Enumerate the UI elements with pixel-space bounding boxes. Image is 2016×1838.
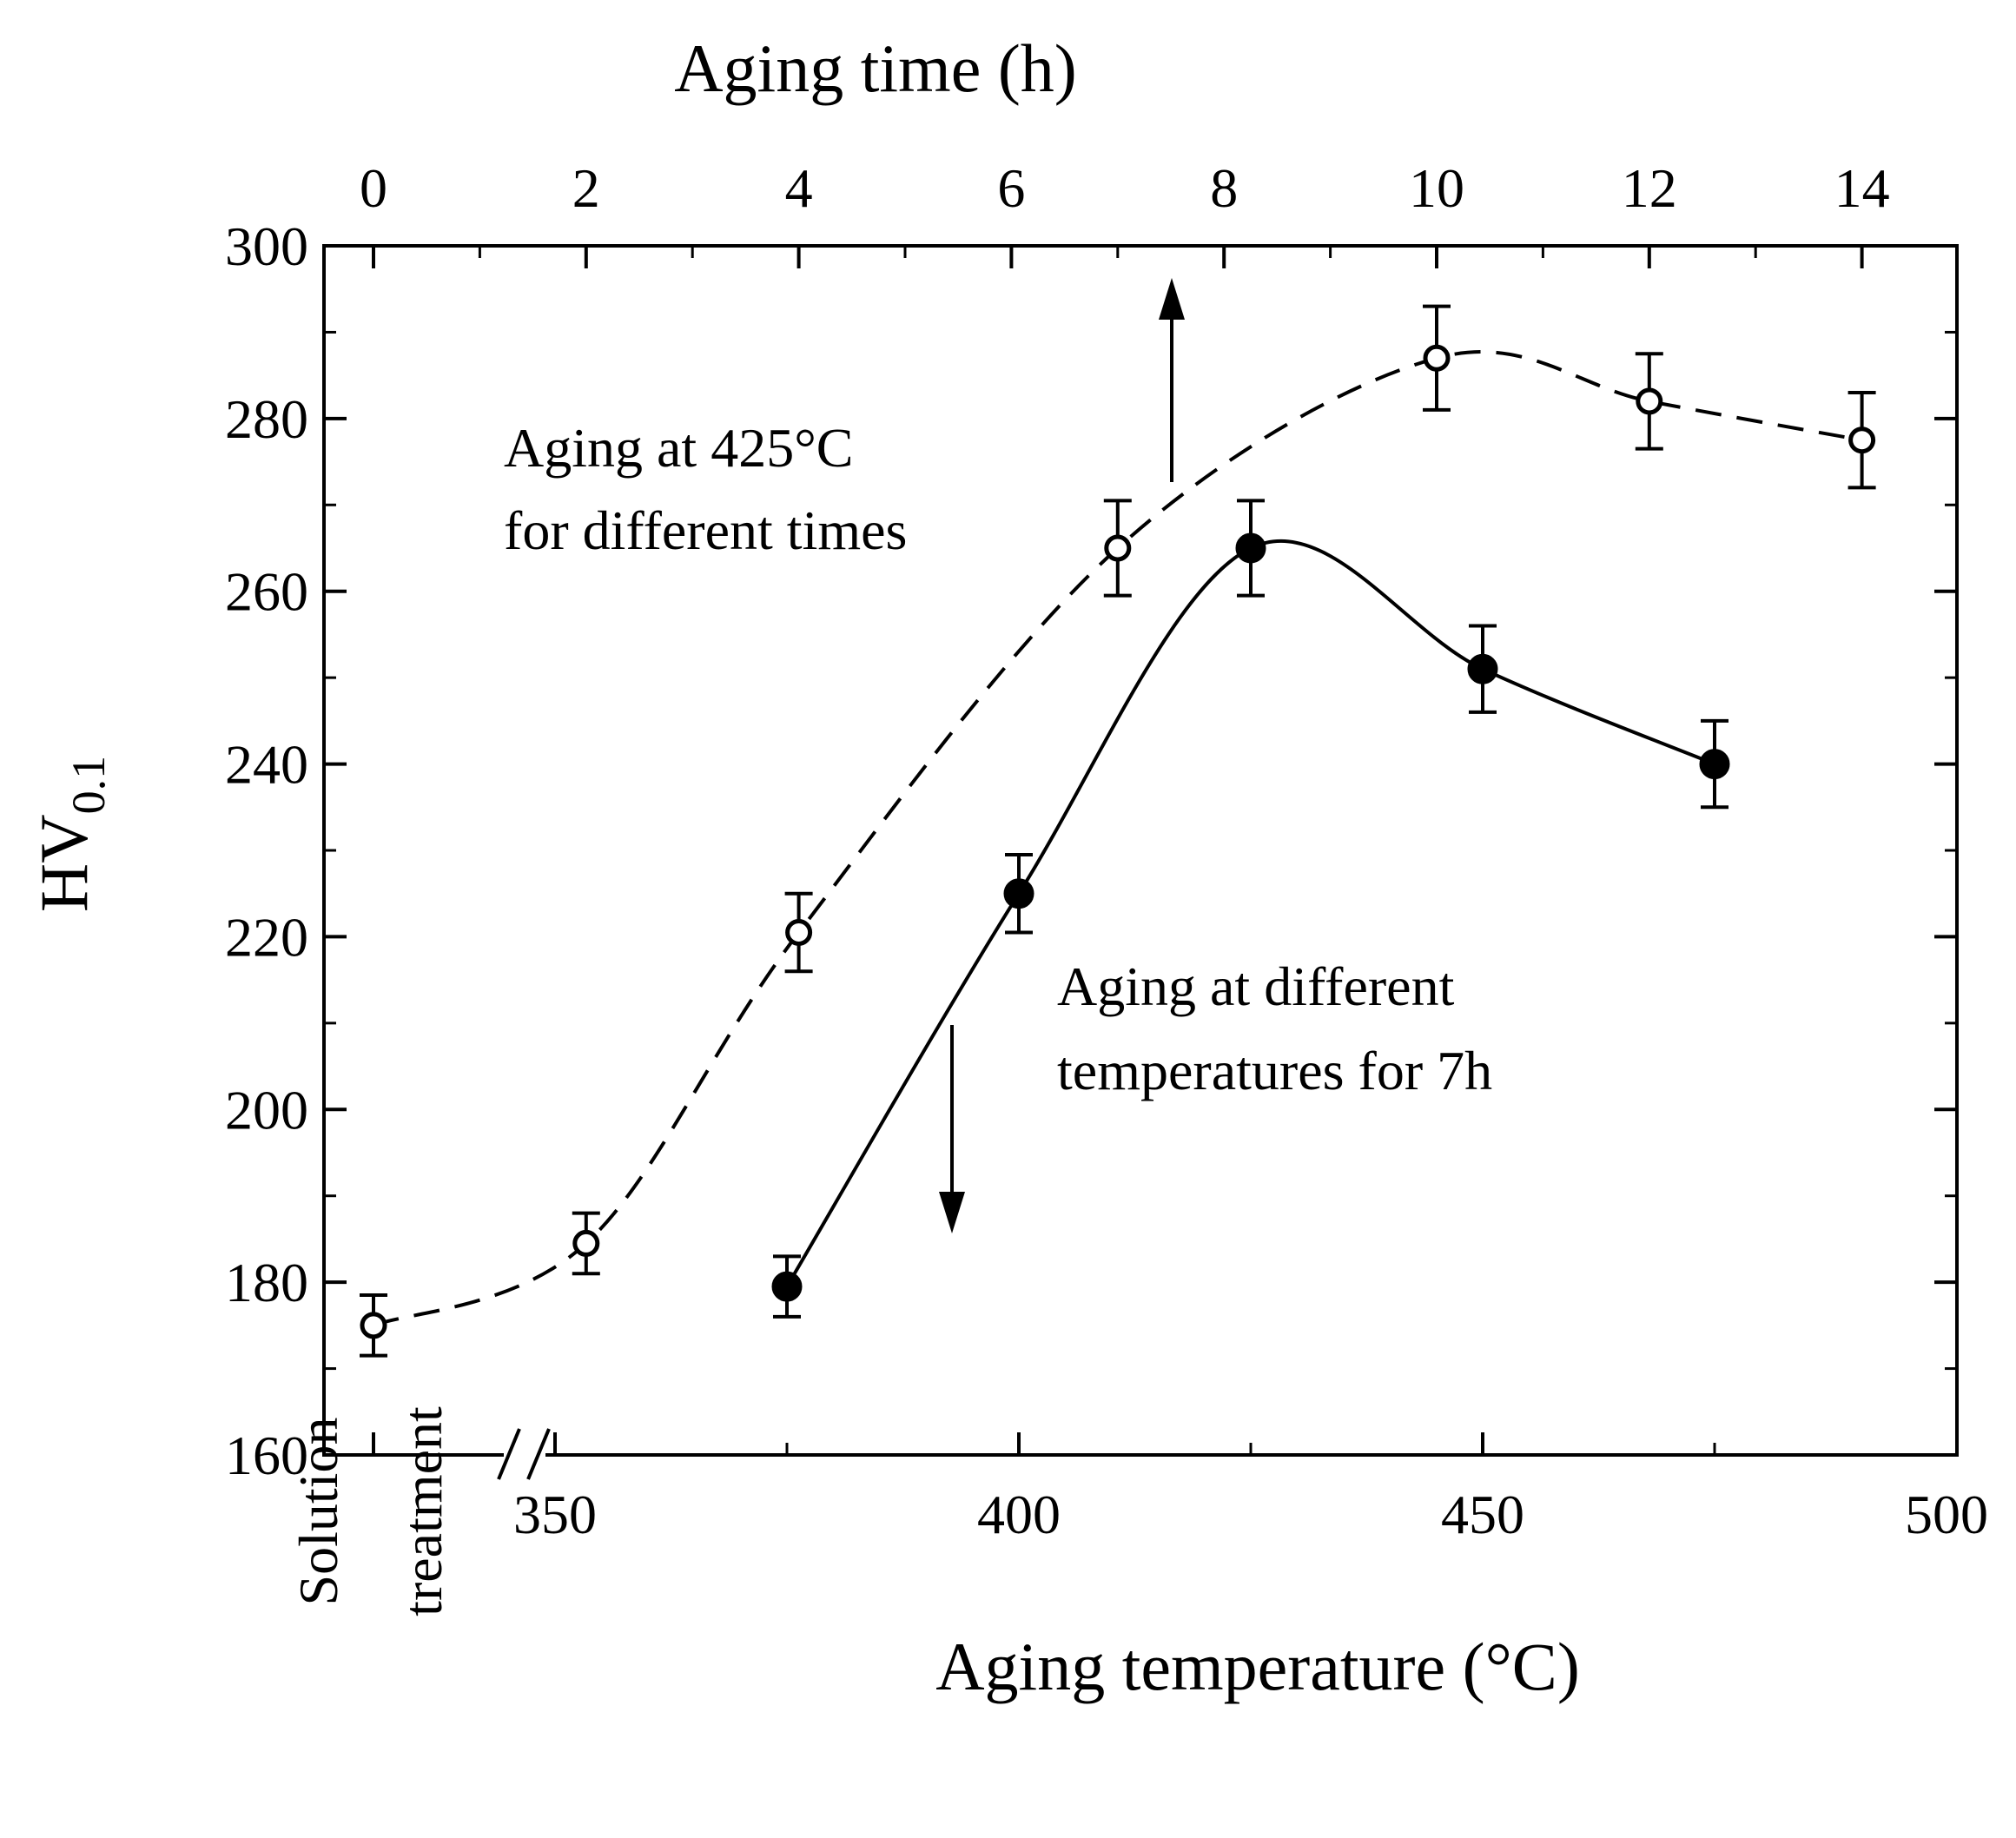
annotation-bottom-series-line2: temperatures for 7h: [1057, 1040, 1492, 1101]
bottom-tick-label: 350: [513, 1484, 597, 1545]
y-axis-subscript: 0.1: [63, 756, 115, 815]
series-1-curve: [373, 350, 1862, 1327]
filled-circle-point: [771, 1271, 803, 1302]
top-tick-label: 14: [1834, 157, 1890, 219]
y-axis-title: HV0.1: [26, 756, 115, 912]
top-axis-title: Aging time (h): [674, 30, 1077, 106]
top-tick-label: 10: [1409, 157, 1464, 219]
y-tick-label: 180: [225, 1252, 308, 1313]
top-tick-label: 2: [572, 157, 600, 219]
open-circle-point: [785, 918, 813, 946]
annotation-top-series-line2: for different times: [504, 499, 907, 561]
filled-circle-point: [1235, 532, 1266, 564]
top-tick-label: 8: [1210, 157, 1238, 219]
bottom-tick-label: 450: [1441, 1484, 1524, 1545]
open-circle-point: [1104, 534, 1132, 562]
y-tick-label: 220: [225, 906, 308, 968]
axis-break-mark: [526, 1428, 551, 1480]
annotation-top-series-line1: Aging at 425°C: [504, 417, 853, 479]
top-tick-label: 6: [997, 157, 1025, 219]
annotation-bottom-series-line1: Aging at different: [1057, 955, 1455, 1017]
y-tick-label: 300: [225, 215, 308, 277]
open-circle-point: [360, 1312, 387, 1339]
open-circle-point: [572, 1229, 600, 1257]
open-circle-point: [1423, 344, 1451, 372]
bottom-tick-label: 400: [977, 1484, 1061, 1545]
arrow-up-head: [1159, 278, 1185, 320]
series-2-curve: [785, 539, 1715, 1288]
top-tick-label: 12: [1622, 157, 1677, 219]
filled-circle-point: [1003, 878, 1034, 909]
y-tick-label: 240: [225, 734, 308, 796]
axis-break-mark: [497, 1428, 521, 1480]
series-layer: [360, 304, 1876, 1358]
filled-circle-point: [1467, 653, 1498, 684]
solution-label: Solution: [288, 1418, 349, 1606]
bottom-axis-title: Aging temperature (°C): [935, 1629, 1580, 1704]
y-tick-label: 280: [225, 388, 308, 450]
treatment-label: treatment: [392, 1406, 453, 1617]
open-circle-point: [1848, 426, 1876, 454]
y-tick-label: 200: [225, 1079, 308, 1140]
top-tick-label: 4: [785, 157, 813, 219]
axes-layer: 160 180 200 220 240 260 280 300 0 2 4 6 8 10 12 14 350 40…: [225, 157, 1988, 1545]
bottom-tick-label: 500: [1905, 1484, 1988, 1545]
top-tick-label: 0: [360, 157, 387, 219]
y-tick-label: 260: [225, 561, 308, 623]
arrow-down-head: [939, 1192, 965, 1233]
y-tick-label: 160: [225, 1425, 308, 1486]
open-circle-point: [1636, 387, 1663, 415]
filled-circle-point: [1699, 749, 1730, 780]
